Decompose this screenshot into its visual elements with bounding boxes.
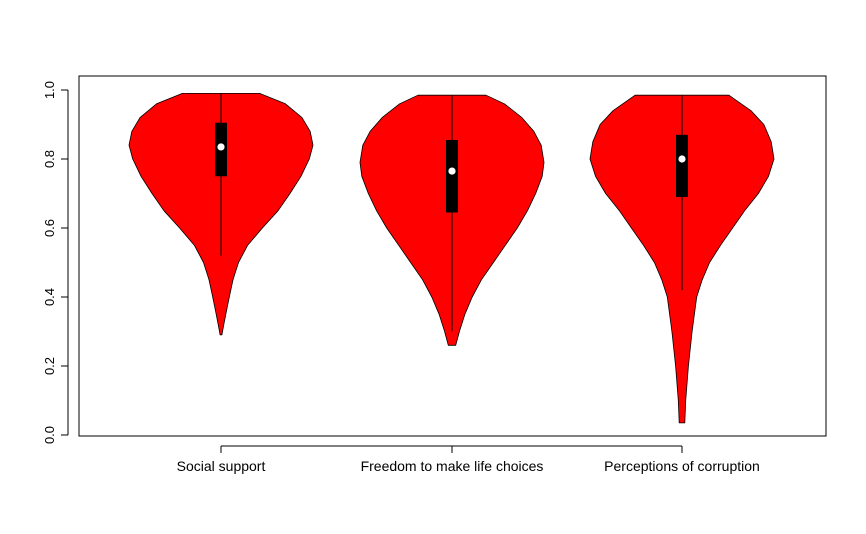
x-tick-label: Social support <box>177 458 266 474</box>
y-tick-label: 0.0 <box>42 426 57 444</box>
violin-median-dot <box>678 155 685 162</box>
violin-iqr-box <box>446 140 458 212</box>
y-axis: 0.0 0.2 0.4 0.6 0.8 1.0 <box>42 81 68 444</box>
x-axis: Social support Freedom to make life choic… <box>177 446 760 474</box>
y-tick-label: 1.0 <box>42 81 57 99</box>
violin-iqr-box <box>676 135 688 197</box>
violin-1 <box>129 93 313 335</box>
y-tick-label: 0.4 <box>42 288 57 306</box>
x-tick-label: Perceptions of corruption <box>604 458 760 474</box>
violin-median-dot <box>217 143 224 150</box>
y-tick-label: 0.8 <box>42 150 57 168</box>
violin-median-dot <box>448 167 455 174</box>
violins-group <box>129 93 774 423</box>
y-tick-label: 0.6 <box>42 219 57 237</box>
violin-3 <box>590 95 774 423</box>
x-tick-label: Freedom to make life choices <box>361 458 544 474</box>
y-tick-label: 0.2 <box>42 357 57 375</box>
violin-2 <box>360 95 544 345</box>
